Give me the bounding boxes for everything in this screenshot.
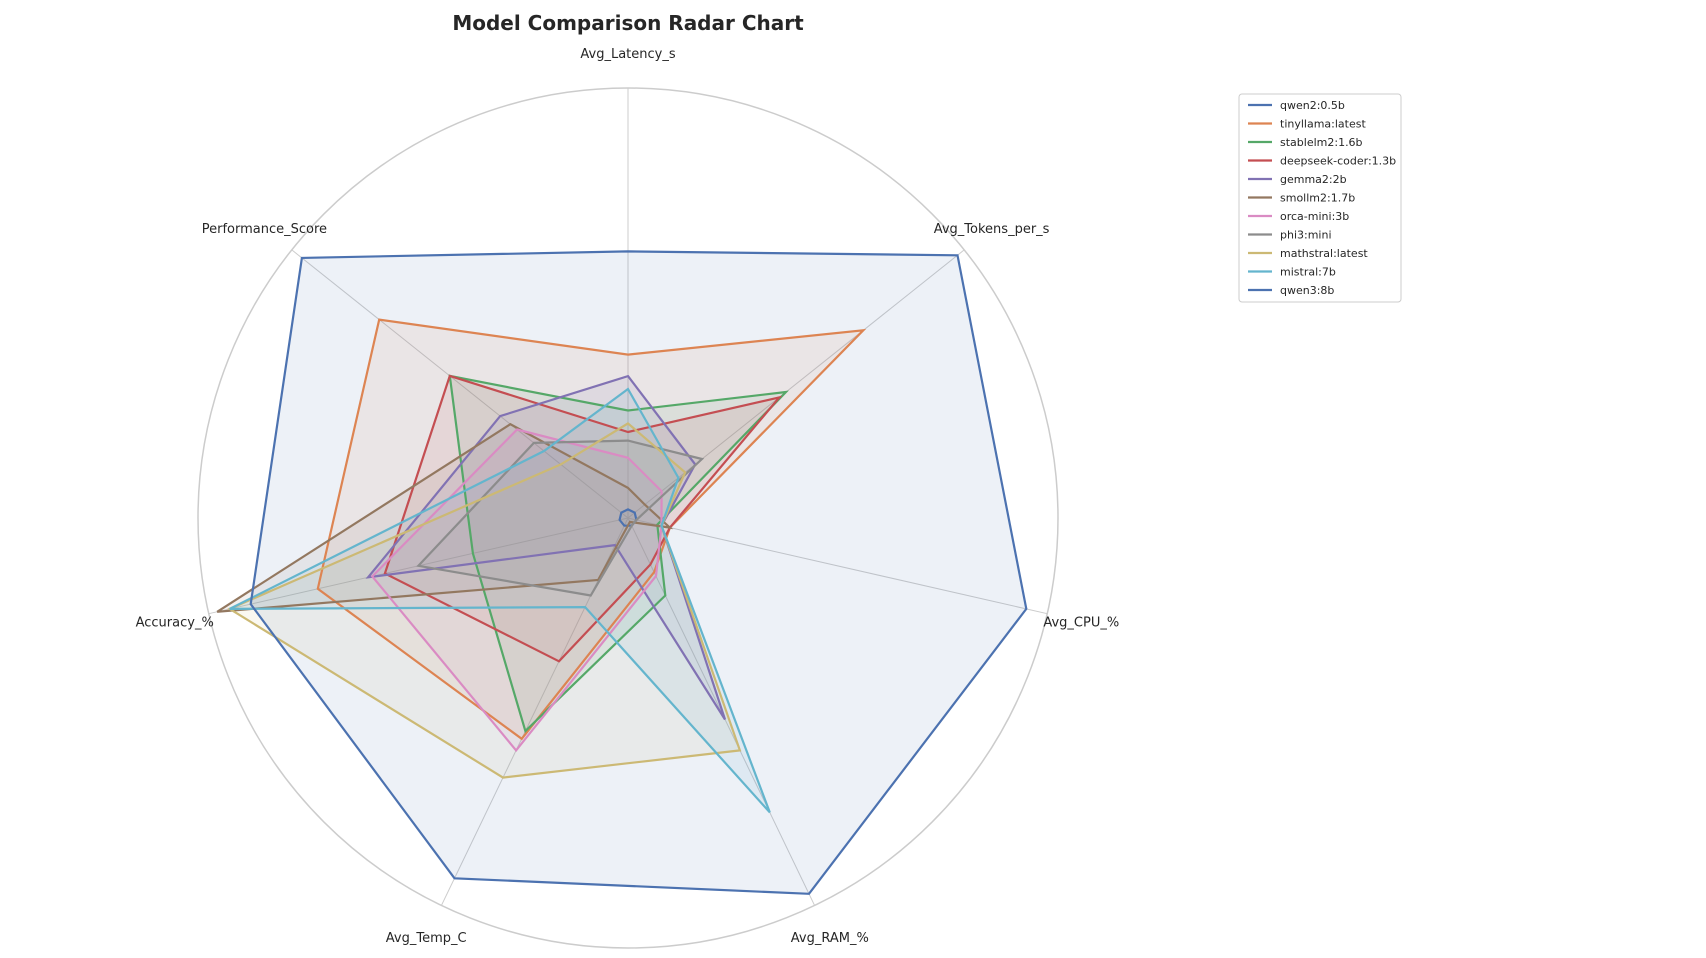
series-line-mathstral-latest [227, 422, 742, 779]
legend-label: stablelm2:1.6b [1280, 136, 1363, 149]
legend-item-tinyllama-latest: tinyllama:latest [1248, 118, 1366, 131]
chart-title: Model Comparison Radar Chart [452, 11, 804, 35]
legend-label: smollm2:1.7b [1280, 192, 1355, 205]
series-fill-tinyllama-latest [317, 319, 864, 739]
legend-label: deepseek-coder:1.3b [1280, 155, 1396, 168]
legend-label: qwen2:0.5b [1280, 99, 1345, 112]
axis-label-accuracy: Accuracy_% [136, 616, 214, 631]
legend-label: mistral:7b [1280, 266, 1336, 279]
legend-item-phi3-mini: phi3:mini [1248, 229, 1332, 242]
series-fill-mathstral-latest [229, 423, 740, 778]
axis-label-avg-ram: Avg_RAM_% [791, 931, 869, 946]
grid-spoke-performance-score [291, 249, 629, 519]
series-fill-qwen3-8b [250, 251, 1027, 894]
radar-grid [197, 87, 1059, 949]
grid-spoke-avg-temp-c [440, 517, 629, 906]
axis-label-avg-tokens-per-s: Avg_Tokens_per_s [934, 222, 1050, 237]
legend-label: phi3:mini [1280, 229, 1332, 242]
legend-item-gemma2-2b: gemma2:2b [1248, 173, 1347, 186]
series-fill-phi3-mini [418, 440, 702, 596]
series-fill-stablelm2-1-6b [449, 375, 786, 732]
series-line-gemma2-2b [365, 374, 727, 721]
legend: qwen2:0.5b tinyllama:latest stablelm2:1.6b… [1238, 93, 1402, 303]
legend-label: mathstral:latest [1280, 247, 1368, 260]
series-line-deepseek-coder-1-3b [383, 374, 783, 663]
legend-label: gemma2:2b [1280, 173, 1347, 186]
legend-item-orca-mini-3b: orca-mini:3b [1248, 210, 1349, 223]
series-fill-gemma2-2b [368, 376, 725, 720]
series-line-mistral-7b [229, 387, 771, 814]
series-line-qwen3-8b [249, 250, 1028, 895]
axis-label-avg-latency-s: Avg_Latency_s [580, 47, 675, 62]
legend-item-smollm2-1-7b: smollm2:1.7b [1248, 192, 1355, 205]
legend-item-mistral-7b: mistral:7b [1248, 266, 1336, 279]
legend-item-stablelm2-1-6b: stablelm2:1.6b [1248, 136, 1363, 149]
grid-spoke-avg-cpu [627, 517, 1048, 615]
legend-item-qwen3-8b: qwen3:8b [1248, 284, 1334, 297]
radar-series [216, 250, 1028, 895]
series-line-tinyllama-latest [316, 318, 867, 741]
legend-label: qwen3:8b [1280, 284, 1334, 297]
legend-frame [1238, 93, 1402, 303]
legend-label: orca-mini:3b [1280, 210, 1349, 223]
series-line-phi3-mini [416, 439, 705, 597]
legend-label: tinyllama:latest [1280, 118, 1366, 131]
axis-labels: Avg_Latency_s Avg_Tokens_per_s Avg_CPU_% Av… [136, 47, 1120, 946]
legend-item-deepseek-coder-1-3b: deepseek-coder:1.3b [1248, 155, 1396, 168]
legend-item-mathstral-latest: mathstral:latest [1248, 247, 1368, 260]
axis-label-avg-temp-c: Avg_Temp_C [386, 931, 467, 946]
legend-item-qwen2-0-5b: qwen2:0.5b [1248, 99, 1345, 112]
axis-label-avg-cpu: Avg_CPU_% [1043, 616, 1119, 631]
series-fill-orca-mini-3b [372, 429, 662, 751]
axis-label-performance-score: Performance_Score [202, 222, 327, 237]
